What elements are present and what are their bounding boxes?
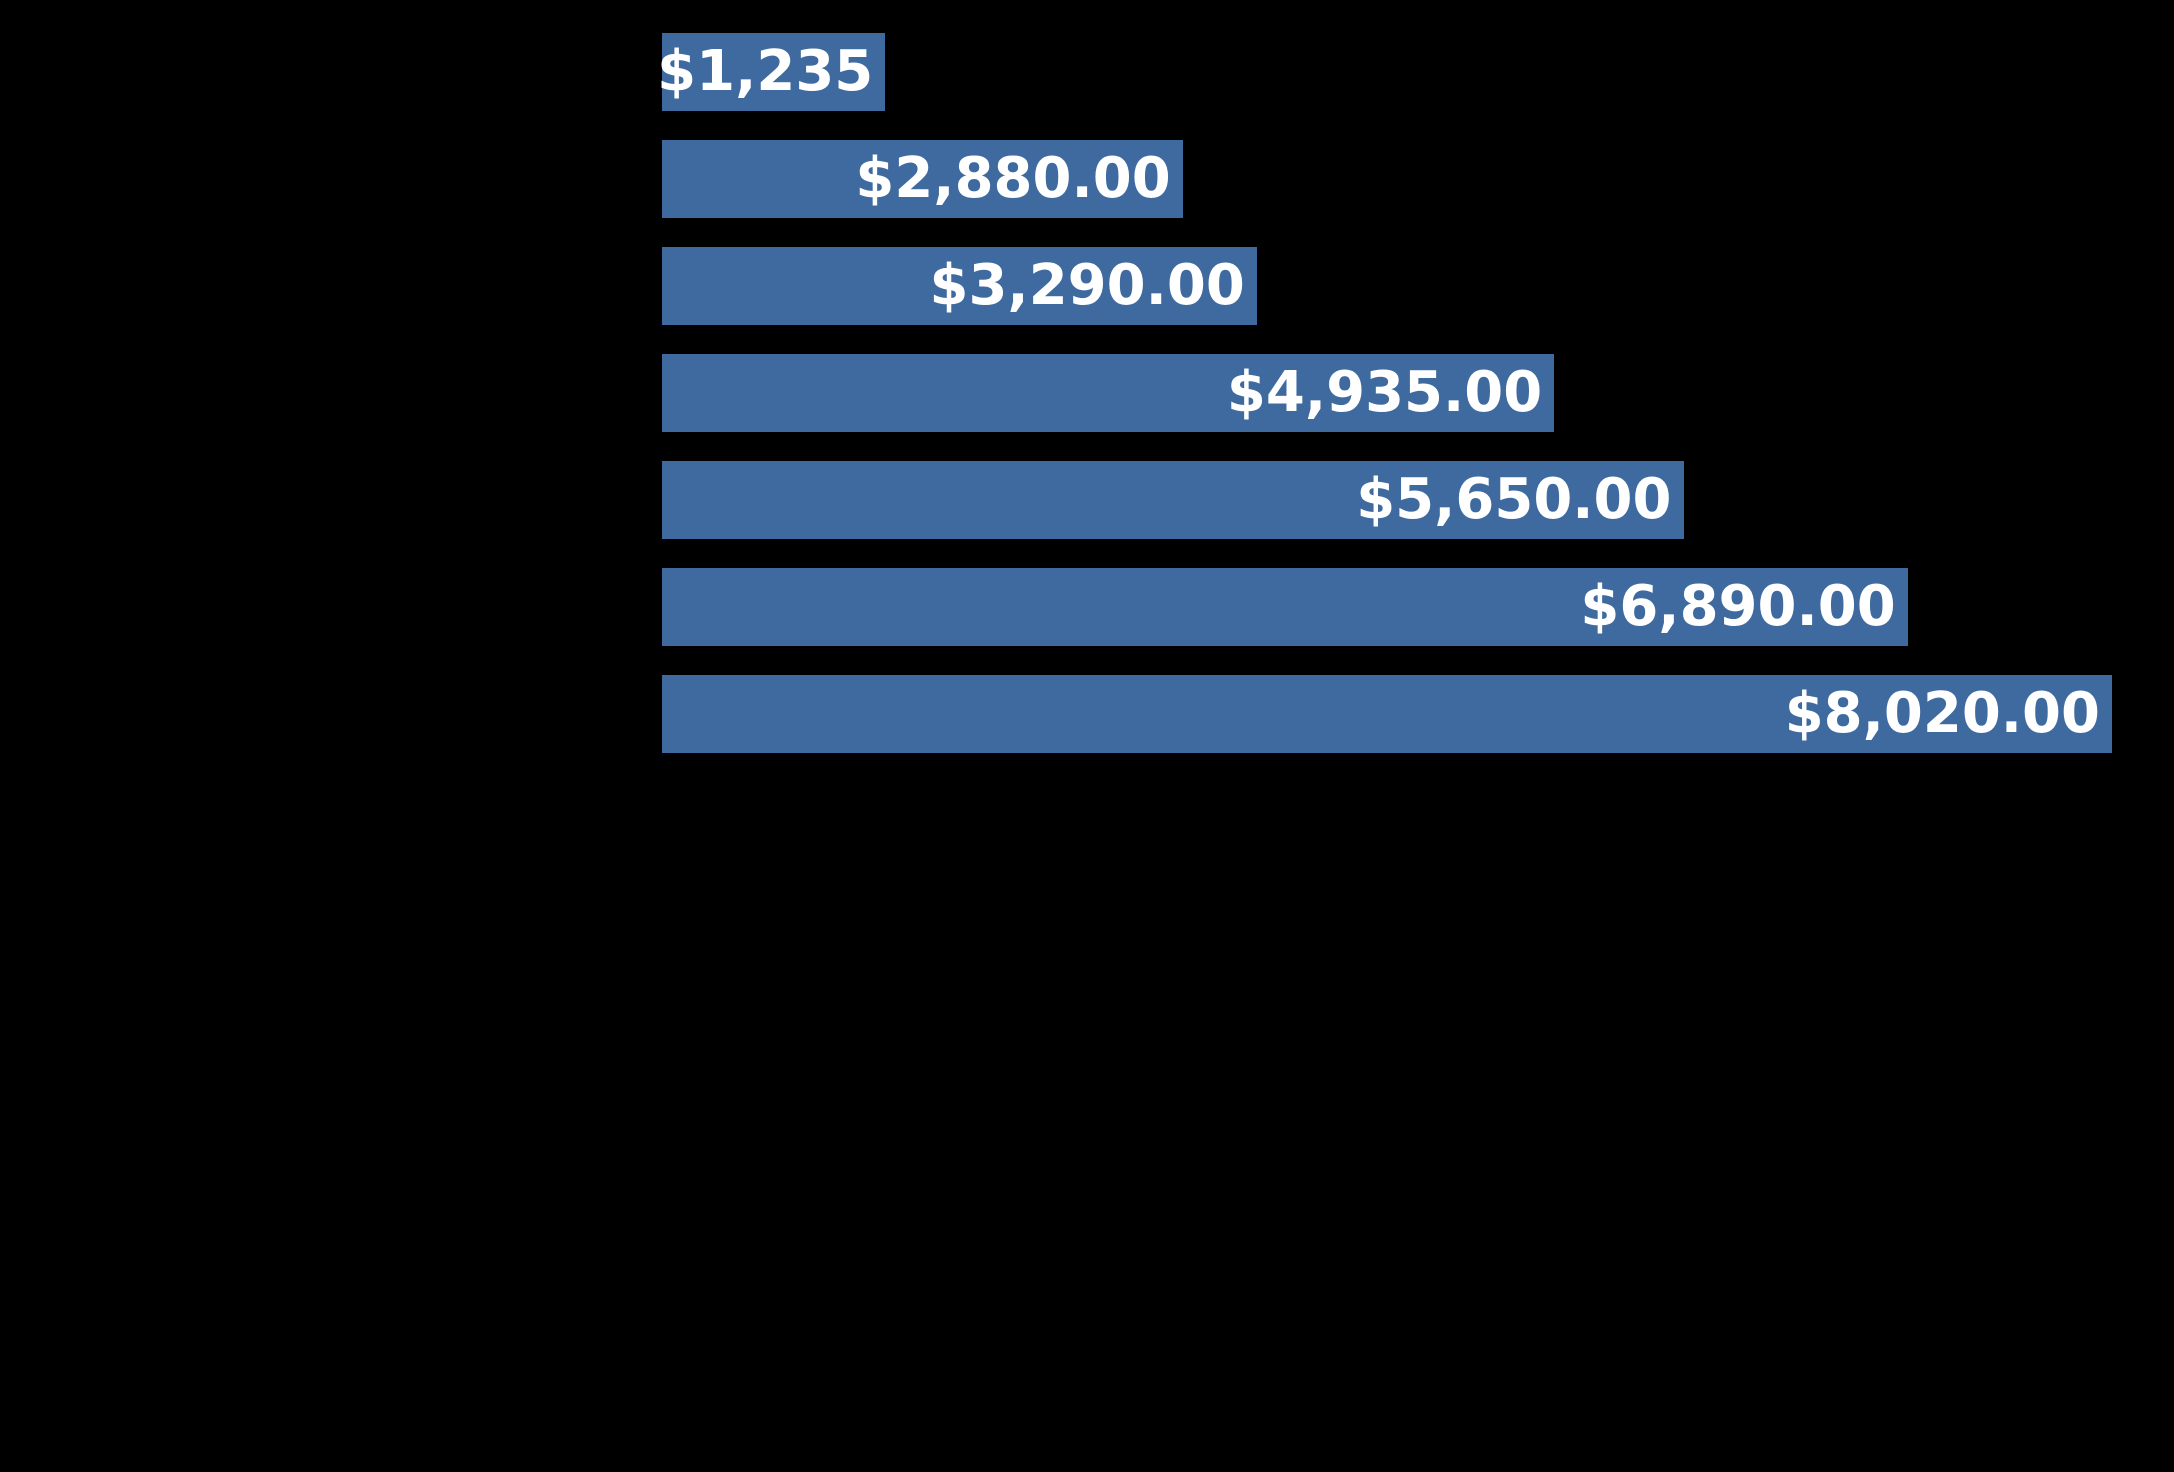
bar-row: $1,235: [657, 33, 2112, 111]
bar-row: $4,935.00: [662, 354, 2112, 432]
bar: $6,890.00: [662, 568, 1908, 646]
bar: $3,290.00: [662, 247, 1257, 325]
bar-chart: $1,235 $2,880.00 $3,290.00 $4,935.00 $5,…: [657, 33, 2112, 753]
bar-value-label: $2,880.00: [855, 146, 1171, 211]
bar-row: $5,650.00: [662, 461, 2112, 539]
bar-row: $3,290.00: [662, 247, 2112, 325]
bar-value-label: $5,650.00: [1356, 467, 1672, 532]
bar-row: $8,020.00: [662, 675, 2112, 753]
bar: $1,235: [657, 33, 886, 111]
bar-row: $6,890.00: [662, 568, 2112, 646]
bar: $2,880.00: [662, 140, 1183, 218]
bar: $8,020.00: [662, 675, 2112, 753]
bar-value-label: $8,020.00: [1784, 681, 2100, 746]
bar: $4,935.00: [662, 354, 1555, 432]
bar-value-label: $1,235: [657, 39, 874, 104]
bar-value-label: $4,935.00: [1226, 360, 1543, 425]
bar: $5,650.00: [662, 461, 1684, 539]
bar-value-label: $3,290.00: [929, 253, 1245, 318]
bar-value-label: $6,890.00: [1580, 574, 1896, 639]
bar-row: $2,880.00: [662, 140, 2112, 218]
